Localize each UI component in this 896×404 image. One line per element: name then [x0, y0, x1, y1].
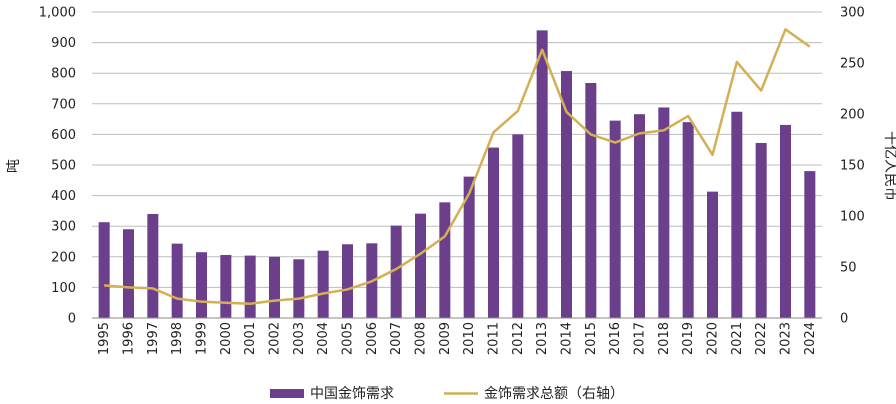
x-tick-label: 1999: [195, 322, 210, 355]
bar: [755, 142, 767, 318]
x-tick-label: 2013: [535, 322, 550, 355]
x-tick-label: 2009: [438, 322, 453, 355]
x-tick-label: 1995: [97, 322, 112, 355]
bar: [512, 134, 524, 318]
right-tick-label: 300: [840, 6, 865, 21]
legend-label-bar: 中国金饰需求: [310, 386, 394, 402]
left-tick-label: 900: [51, 36, 76, 51]
bar: [804, 171, 816, 318]
x-tick-label: 1998: [170, 322, 185, 355]
x-tick-label: 2019: [681, 322, 696, 355]
bar: [220, 254, 232, 318]
line-series: [104, 28, 811, 305]
bar: [707, 191, 718, 318]
right-axis-title: 十亿人民币: [882, 131, 896, 201]
x-tick-label: 2010: [462, 322, 477, 355]
bar: [123, 229, 134, 318]
left-tick-label: 200: [51, 250, 76, 265]
x-tick-label: 2014: [560, 322, 575, 355]
right-tick-label: 100: [840, 210, 865, 225]
right-tick-label: 0: [840, 312, 848, 327]
bar: [342, 244, 353, 318]
bar: [609, 120, 621, 318]
left-tick-label: 300: [51, 220, 76, 235]
bar: [439, 202, 451, 318]
bar: [244, 255, 256, 318]
legend: 中国金饰需求 金饰需求总额（右轴）: [270, 386, 624, 402]
x-tick-label: 2017: [633, 322, 648, 355]
bar: [536, 30, 548, 319]
x-tick-label: 2004: [316, 322, 331, 355]
x-tick-label: 2011: [487, 322, 502, 355]
bar: [269, 256, 280, 318]
x-tick-label: 2022: [754, 322, 769, 355]
bar: [463, 176, 475, 318]
right-tick-label: 250: [840, 57, 865, 72]
bar: [780, 124, 791, 318]
left-tick-label: 700: [51, 97, 76, 112]
x-axis-ticks: 1995 1996 1997 1998 1999 2000 2001 2002 2003 2004…: [97, 322, 818, 355]
bar: [682, 122, 694, 318]
bar: [731, 111, 743, 318]
x-tick-label: 2015: [584, 322, 599, 355]
right-tick-label: 200: [840, 108, 865, 123]
left-tick-label: 1,000: [39, 6, 76, 21]
x-tick-label: 2023: [779, 322, 794, 355]
x-tick-label: 2002: [268, 322, 283, 355]
bar: [317, 250, 329, 318]
x-tick-label: 1997: [146, 322, 161, 355]
legend-swatch-bar: [270, 389, 304, 398]
left-tick-label: 600: [51, 128, 76, 143]
x-tick-label: 2001: [243, 322, 258, 355]
left-axis-title: 吨: [6, 159, 22, 173]
x-tick-label: 2020: [706, 322, 721, 355]
bar: [171, 243, 183, 318]
bar: [147, 213, 159, 318]
bar: [390, 225, 402, 318]
left-tick-label: 400: [51, 189, 76, 204]
x-tick-label: 2005: [341, 322, 356, 355]
x-tick-label: 2007: [389, 322, 404, 355]
right-tick-label: 50: [840, 261, 857, 276]
x-tick-label: 1996: [122, 322, 137, 355]
left-axis-ticks: 0 100 200 300 400 500 600 700 800 900 1,000: [39, 6, 76, 327]
x-tick-label: 2021: [730, 322, 745, 355]
bar: [98, 222, 110, 318]
bar: [196, 252, 207, 318]
gridlines: [92, 11, 822, 288]
bar: [415, 213, 426, 318]
right-axis-ticks: 0 50 100 150 200 250 300: [840, 6, 865, 327]
legend-label-line: 金饰需求总额（右轴）: [484, 386, 624, 402]
left-tick-label: 800: [51, 67, 76, 82]
x-tick-label: 2016: [608, 322, 623, 355]
x-tick-label: 2024: [803, 322, 818, 355]
bar: [585, 82, 597, 318]
left-tick-label: 0: [68, 312, 76, 327]
bar: [634, 114, 645, 318]
x-tick-label: 2003: [292, 322, 307, 355]
bar: [293, 259, 305, 318]
x-tick-label: 2018: [657, 322, 672, 355]
bar: [561, 71, 572, 318]
bar: [488, 147, 499, 318]
right-tick-label: 150: [840, 159, 865, 174]
left-tick-label: 100: [51, 281, 76, 296]
bar: [658, 107, 670, 318]
left-tick-label: 500: [51, 159, 76, 174]
x-tick-label: 2008: [414, 322, 429, 355]
x-tick-label: 2006: [365, 322, 380, 355]
x-tick-label: 2000: [219, 322, 234, 355]
x-tick-label: 2012: [511, 322, 526, 355]
line-path: [104, 28, 811, 305]
